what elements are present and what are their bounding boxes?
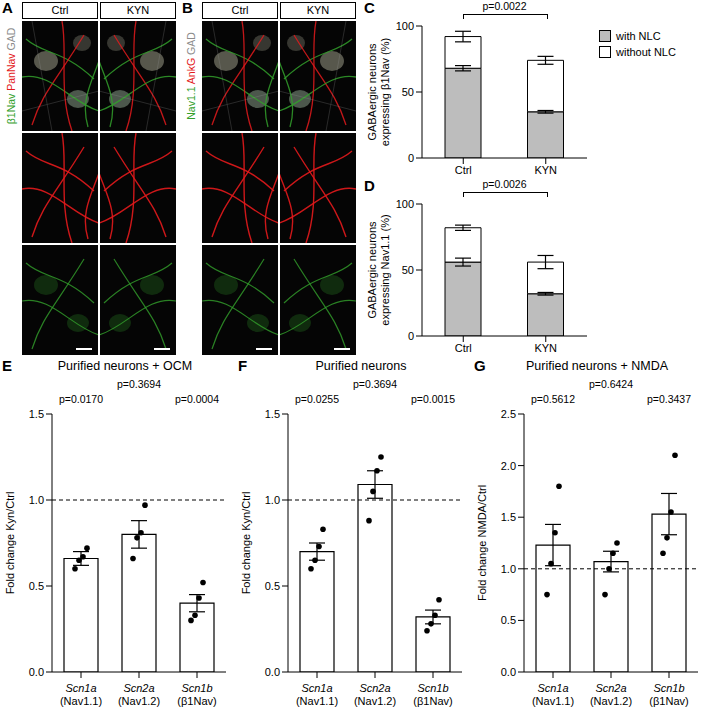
html-text:p=0.3694: p=0.3694 xyxy=(117,378,161,390)
svg-text:(β1Nav): (β1Nav) xyxy=(177,695,216,707)
svg-text:Ctrl: Ctrl xyxy=(455,164,472,176)
svg-text:Scn1b: Scn1b xyxy=(417,682,448,694)
svg-text:0.0: 0.0 xyxy=(501,666,516,678)
svg-text:1.5: 1.5 xyxy=(265,408,280,420)
svg-text:(Nav1.2): (Nav1.2) xyxy=(590,695,632,707)
html-text:p=0.6424: p=0.6424 xyxy=(589,378,633,390)
html-text:p=0.3437: p=0.3437 xyxy=(647,393,691,405)
html-text:p=0.0022: p=0.0022 xyxy=(482,0,527,12)
html-text:p=0.5612: p=0.5612 xyxy=(531,393,575,405)
html-text:Purified neurons: Purified neurons xyxy=(315,359,407,373)
svg-text:Scn1a: Scn1a xyxy=(65,682,96,694)
html-text:Ctrl: Ctrl xyxy=(51,4,69,16)
html-text:D: D xyxy=(364,177,375,194)
html-text:E: E xyxy=(2,357,12,374)
svg-text:Fold change Kyn/Ctrl: Fold change Kyn/Ctrl xyxy=(4,492,16,595)
svg-text:2.0: 2.0 xyxy=(501,460,516,472)
html-text:p=0.0004: p=0.0004 xyxy=(175,393,219,405)
svg-text:Scn1b: Scn1b xyxy=(181,682,212,694)
svg-text:1.0: 1.0 xyxy=(501,563,516,575)
svg-text:0.0: 0.0 xyxy=(265,666,280,678)
svg-text:(Nav1.2): (Nav1.2) xyxy=(118,695,160,707)
svg-text:(Nav1.1): (Nav1.1) xyxy=(60,695,102,707)
svg-text:1.0: 1.0 xyxy=(265,494,280,506)
svg-text:Fold change Kyn/Ctrl: Fold change Kyn/Ctrl xyxy=(240,492,252,595)
svg-text:(Nav1.1): (Nav1.1) xyxy=(532,695,574,707)
svg-text:Scn2a: Scn2a xyxy=(359,682,390,694)
svg-text:Scn1b: Scn1b xyxy=(653,682,684,694)
svg-text:(β1Nav): (β1Nav) xyxy=(413,695,452,707)
html-text:p=0.0255: p=0.0255 xyxy=(295,393,339,405)
html-text:Ctrl: Ctrl xyxy=(231,4,249,16)
svg-text:50: 50 xyxy=(402,86,414,98)
html-text:Purified neurons + OCM: Purified neurons + OCM xyxy=(57,359,193,373)
svg-text:1.5: 1.5 xyxy=(501,511,516,523)
html-text:Purified neurons + NMDA: Purified neurons + NMDA xyxy=(526,359,668,373)
svg-text:0.0: 0.0 xyxy=(29,666,44,678)
html-text:B: B xyxy=(182,0,193,16)
html-text:G: G xyxy=(474,357,486,374)
svg-text:β1Nav PanNav GAD: β1Nav PanNav GAD xyxy=(5,27,17,124)
svg-text:GABAergic neuronsexpressing β1: GABAergic neuronsexpressing β1Nav (%) xyxy=(366,38,391,146)
svg-text:(Nav1.2): (Nav1.2) xyxy=(354,695,396,707)
html-text:F: F xyxy=(238,357,248,374)
svg-text:Ctrl: Ctrl xyxy=(455,342,472,354)
svg-text:(Nav1.1): (Nav1.1) xyxy=(296,695,338,707)
svg-text:(β1Nav): (β1Nav) xyxy=(649,695,688,707)
svg-text:0.5: 0.5 xyxy=(501,614,516,626)
svg-text:Scn1a: Scn1a xyxy=(537,682,568,694)
svg-text:Scn2a: Scn2a xyxy=(595,682,626,694)
html-text:p=0.0026: p=0.0026 xyxy=(482,178,527,190)
svg-text:0.5: 0.5 xyxy=(29,580,44,592)
svg-text:100: 100 xyxy=(396,20,414,32)
html-text:KYN: KYN xyxy=(126,4,150,16)
svg-text:0.5: 0.5 xyxy=(265,580,280,592)
svg-text:GABAergic neuronsexpressing Na: GABAergic neuronsexpressing Nav1.1 (%) xyxy=(366,214,391,325)
html-text:p=0.0170: p=0.0170 xyxy=(59,393,103,405)
svg-text:Scn1a: Scn1a xyxy=(301,682,332,694)
html-text:with NLC: with NLC xyxy=(616,30,661,42)
svg-text:KYN: KYN xyxy=(534,342,557,354)
svg-text:0: 0 xyxy=(408,152,414,164)
html-text:C: C xyxy=(364,0,375,16)
svg-text:Fold change NMDA/Ctrl: Fold change NMDA/Ctrl xyxy=(476,485,488,601)
html-text:p=0.3694: p=0.3694 xyxy=(353,378,397,390)
svg-text:Scn2a: Scn2a xyxy=(123,682,154,694)
svg-text:100: 100 xyxy=(396,198,414,210)
html-text:KYN: KYN xyxy=(306,4,330,16)
svg-text:2.5: 2.5 xyxy=(501,408,516,420)
html-text:p=0.0015: p=0.0015 xyxy=(411,393,455,405)
svg-text:Nav1.1 AnkG GAD: Nav1.1 AnkG GAD xyxy=(185,32,197,120)
svg-text:0: 0 xyxy=(408,330,414,342)
svg-text:1.0: 1.0 xyxy=(29,494,44,506)
html-text:without NLC: without NLC xyxy=(616,46,676,58)
svg-text:1.5: 1.5 xyxy=(29,408,44,420)
html-text:A: A xyxy=(2,0,13,16)
svg-text:50: 50 xyxy=(402,264,414,276)
svg-text:KYN: KYN xyxy=(534,164,557,176)
